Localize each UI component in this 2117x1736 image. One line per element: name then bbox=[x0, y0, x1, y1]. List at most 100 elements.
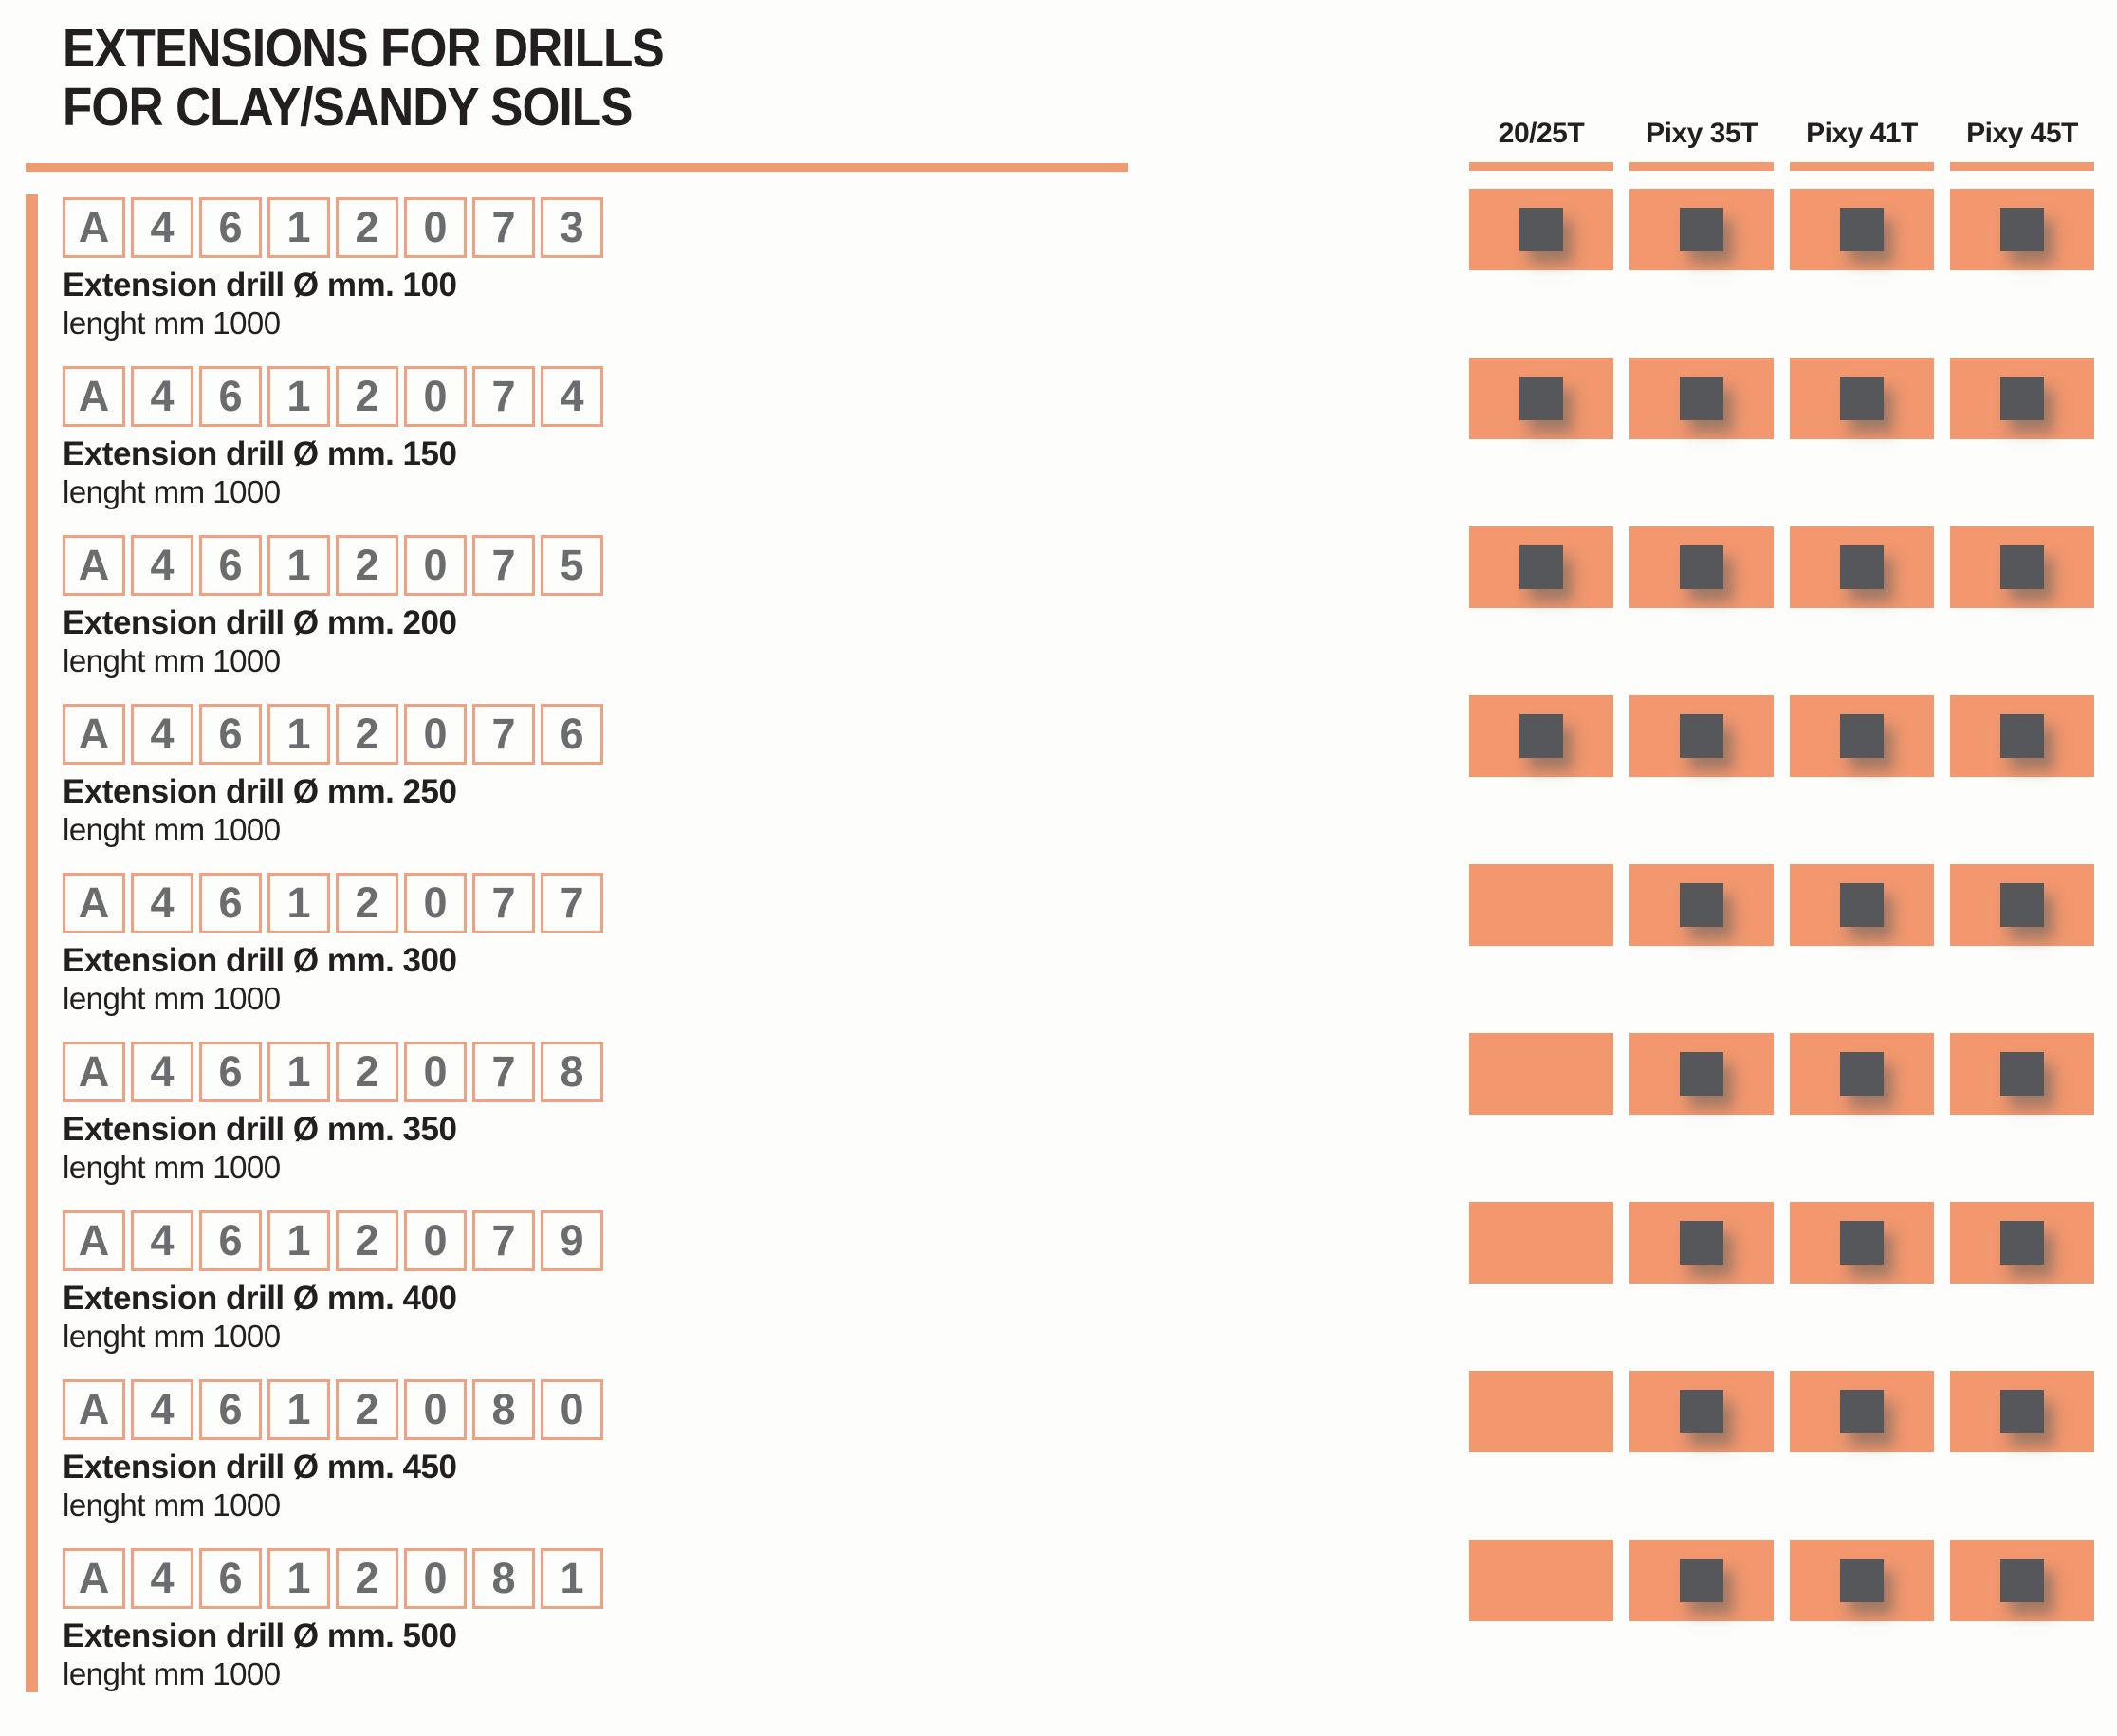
product-code-box: 6 bbox=[541, 704, 603, 765]
compatibility-cell bbox=[1790, 864, 1934, 946]
compatibility-cell bbox=[1469, 1371, 1613, 1452]
product-code-box: A bbox=[63, 1548, 125, 1609]
product-row: A 4 6 1 2 0 7 9 Extension drill Ø mm. 400 lenght … bbox=[63, 1210, 727, 1355]
product-code-box: 2 bbox=[336, 197, 398, 258]
compatibility-mark bbox=[1519, 377, 1563, 420]
product-row: A 4 6 1 2 0 7 7 Extension drill Ø mm. 300 lenght … bbox=[63, 873, 727, 1017]
product-code-box: 7 bbox=[541, 873, 603, 933]
compatibility-mark bbox=[1680, 1052, 1723, 1096]
product-code-box: 6 bbox=[199, 1210, 262, 1271]
compatibility-cell bbox=[1469, 189, 1613, 270]
compatibility-cell bbox=[1469, 1202, 1613, 1284]
compatibility-mark bbox=[1680, 377, 1723, 420]
compatibility-mark bbox=[1680, 1559, 1723, 1602]
product-code-box: 1 bbox=[267, 873, 330, 933]
compatibility-mark bbox=[1519, 714, 1563, 758]
compatibility-cell bbox=[1950, 526, 2094, 608]
product-code-box: A bbox=[63, 873, 125, 933]
compatibility-cell bbox=[1629, 189, 1774, 270]
compatibility-cell bbox=[1790, 1202, 1934, 1284]
product-code-box: 6 bbox=[199, 1379, 262, 1440]
product-code-box: 0 bbox=[404, 1042, 467, 1102]
page-title-line2: FOR CLAY/SANDY SOILS bbox=[63, 77, 633, 138]
compatibility-mark bbox=[2000, 883, 2044, 927]
compatibility-cell bbox=[1469, 1540, 1613, 1621]
compatibility-cell bbox=[1790, 1371, 1934, 1452]
compatibility-cell bbox=[1950, 1540, 2094, 1621]
product-code-box: 4 bbox=[131, 1042, 193, 1102]
compatibility-cell bbox=[1950, 1202, 2094, 1284]
product-code-box: 4 bbox=[131, 873, 193, 933]
compatibility-mark bbox=[1840, 714, 1884, 758]
compatibility-mark bbox=[2000, 714, 2044, 758]
product-code-box: 1 bbox=[267, 1379, 330, 1440]
compatibility-mark bbox=[1680, 1390, 1723, 1433]
page-title: EXTENSIONS FOR DRILLS FOR CLAY/SANDY SOI… bbox=[63, 18, 665, 138]
product-length: lenght mm 1000 bbox=[63, 643, 281, 678]
compatibility-mark bbox=[1840, 1052, 1884, 1096]
compatibility-mark bbox=[1680, 208, 1723, 251]
product-code-box: A bbox=[63, 704, 125, 765]
compatibility-cell bbox=[1790, 526, 1934, 608]
product-code-box: 2 bbox=[336, 873, 398, 933]
product-code-box: 2 bbox=[336, 1548, 398, 1609]
compatibility-mark bbox=[2000, 1390, 2044, 1433]
product-code-box: 7 bbox=[472, 1042, 535, 1102]
product-row: A 4 6 1 2 0 8 1 Extension drill Ø mm. 500 lenght … bbox=[63, 1548, 727, 1692]
product-description: Extension drill Ø mm. 400 bbox=[63, 1280, 457, 1317]
compatibility-cell bbox=[1469, 526, 1613, 608]
compatibility-mark bbox=[1519, 545, 1563, 589]
product-code-box: 7 bbox=[472, 535, 535, 596]
product-code-box: 0 bbox=[404, 1210, 467, 1271]
compatibility-cell bbox=[1629, 1371, 1774, 1452]
compatibility-mark bbox=[2000, 377, 2044, 420]
column-header-underline bbox=[1469, 162, 1613, 171]
product-code-box: 2 bbox=[336, 1042, 398, 1102]
product-code-box: 6 bbox=[199, 535, 262, 596]
column-header-underline bbox=[1790, 162, 1934, 171]
left-accent-bar bbox=[26, 194, 38, 1692]
product-code-box: 6 bbox=[199, 1548, 262, 1609]
page-title-line1: EXTENSIONS FOR DRILLS bbox=[63, 18, 665, 79]
compatibility-mark bbox=[1680, 883, 1723, 927]
product-code-box: 0 bbox=[404, 535, 467, 596]
product-code-box: 1 bbox=[267, 366, 330, 427]
title-underline-rule bbox=[26, 163, 1128, 172]
compatibility-cell bbox=[1629, 358, 1774, 439]
compatibility-cell bbox=[1469, 1033, 1613, 1115]
product-code-box: 2 bbox=[336, 704, 398, 765]
compatibility-cell bbox=[1629, 1540, 1774, 1621]
product-code-box: 7 bbox=[472, 873, 535, 933]
product-description: Extension drill Ø mm. 250 bbox=[63, 773, 457, 810]
product-code-box: 4 bbox=[131, 197, 193, 258]
compatibility-mark bbox=[1680, 1221, 1723, 1265]
product-length: lenght mm 1000 bbox=[63, 1487, 281, 1523]
product-code-box: 2 bbox=[336, 1210, 398, 1271]
product-code-box: 6 bbox=[199, 197, 262, 258]
product-length: lenght mm 1000 bbox=[63, 305, 281, 341]
product-code-box: 6 bbox=[199, 1042, 262, 1102]
product-description: Extension drill Ø mm. 150 bbox=[63, 435, 457, 472]
product-description: Extension drill Ø mm. 200 bbox=[63, 604, 457, 641]
compatibility-cell bbox=[1950, 695, 2094, 777]
product-code-box: 8 bbox=[472, 1379, 535, 1440]
product-code-box: 0 bbox=[541, 1379, 603, 1440]
product-code-box: A bbox=[63, 1210, 125, 1271]
compatibility-mark bbox=[1680, 714, 1723, 758]
compatibility-cell bbox=[1790, 189, 1934, 270]
product-code-box: 7 bbox=[472, 704, 535, 765]
compatibility-cell bbox=[1950, 189, 2094, 270]
product-code-box: 1 bbox=[267, 1548, 330, 1609]
column-header: Pixy 35T bbox=[1646, 118, 1758, 149]
compatibility-cell bbox=[1950, 864, 2094, 946]
column-header: Pixy 45T bbox=[1966, 118, 2078, 149]
compatibility-cell bbox=[1629, 1202, 1774, 1284]
compatibility-cell bbox=[1629, 1033, 1774, 1115]
compatibility-mark bbox=[1840, 1559, 1884, 1602]
column-header-underline bbox=[1950, 162, 2094, 171]
product-code-box: 1 bbox=[267, 535, 330, 596]
